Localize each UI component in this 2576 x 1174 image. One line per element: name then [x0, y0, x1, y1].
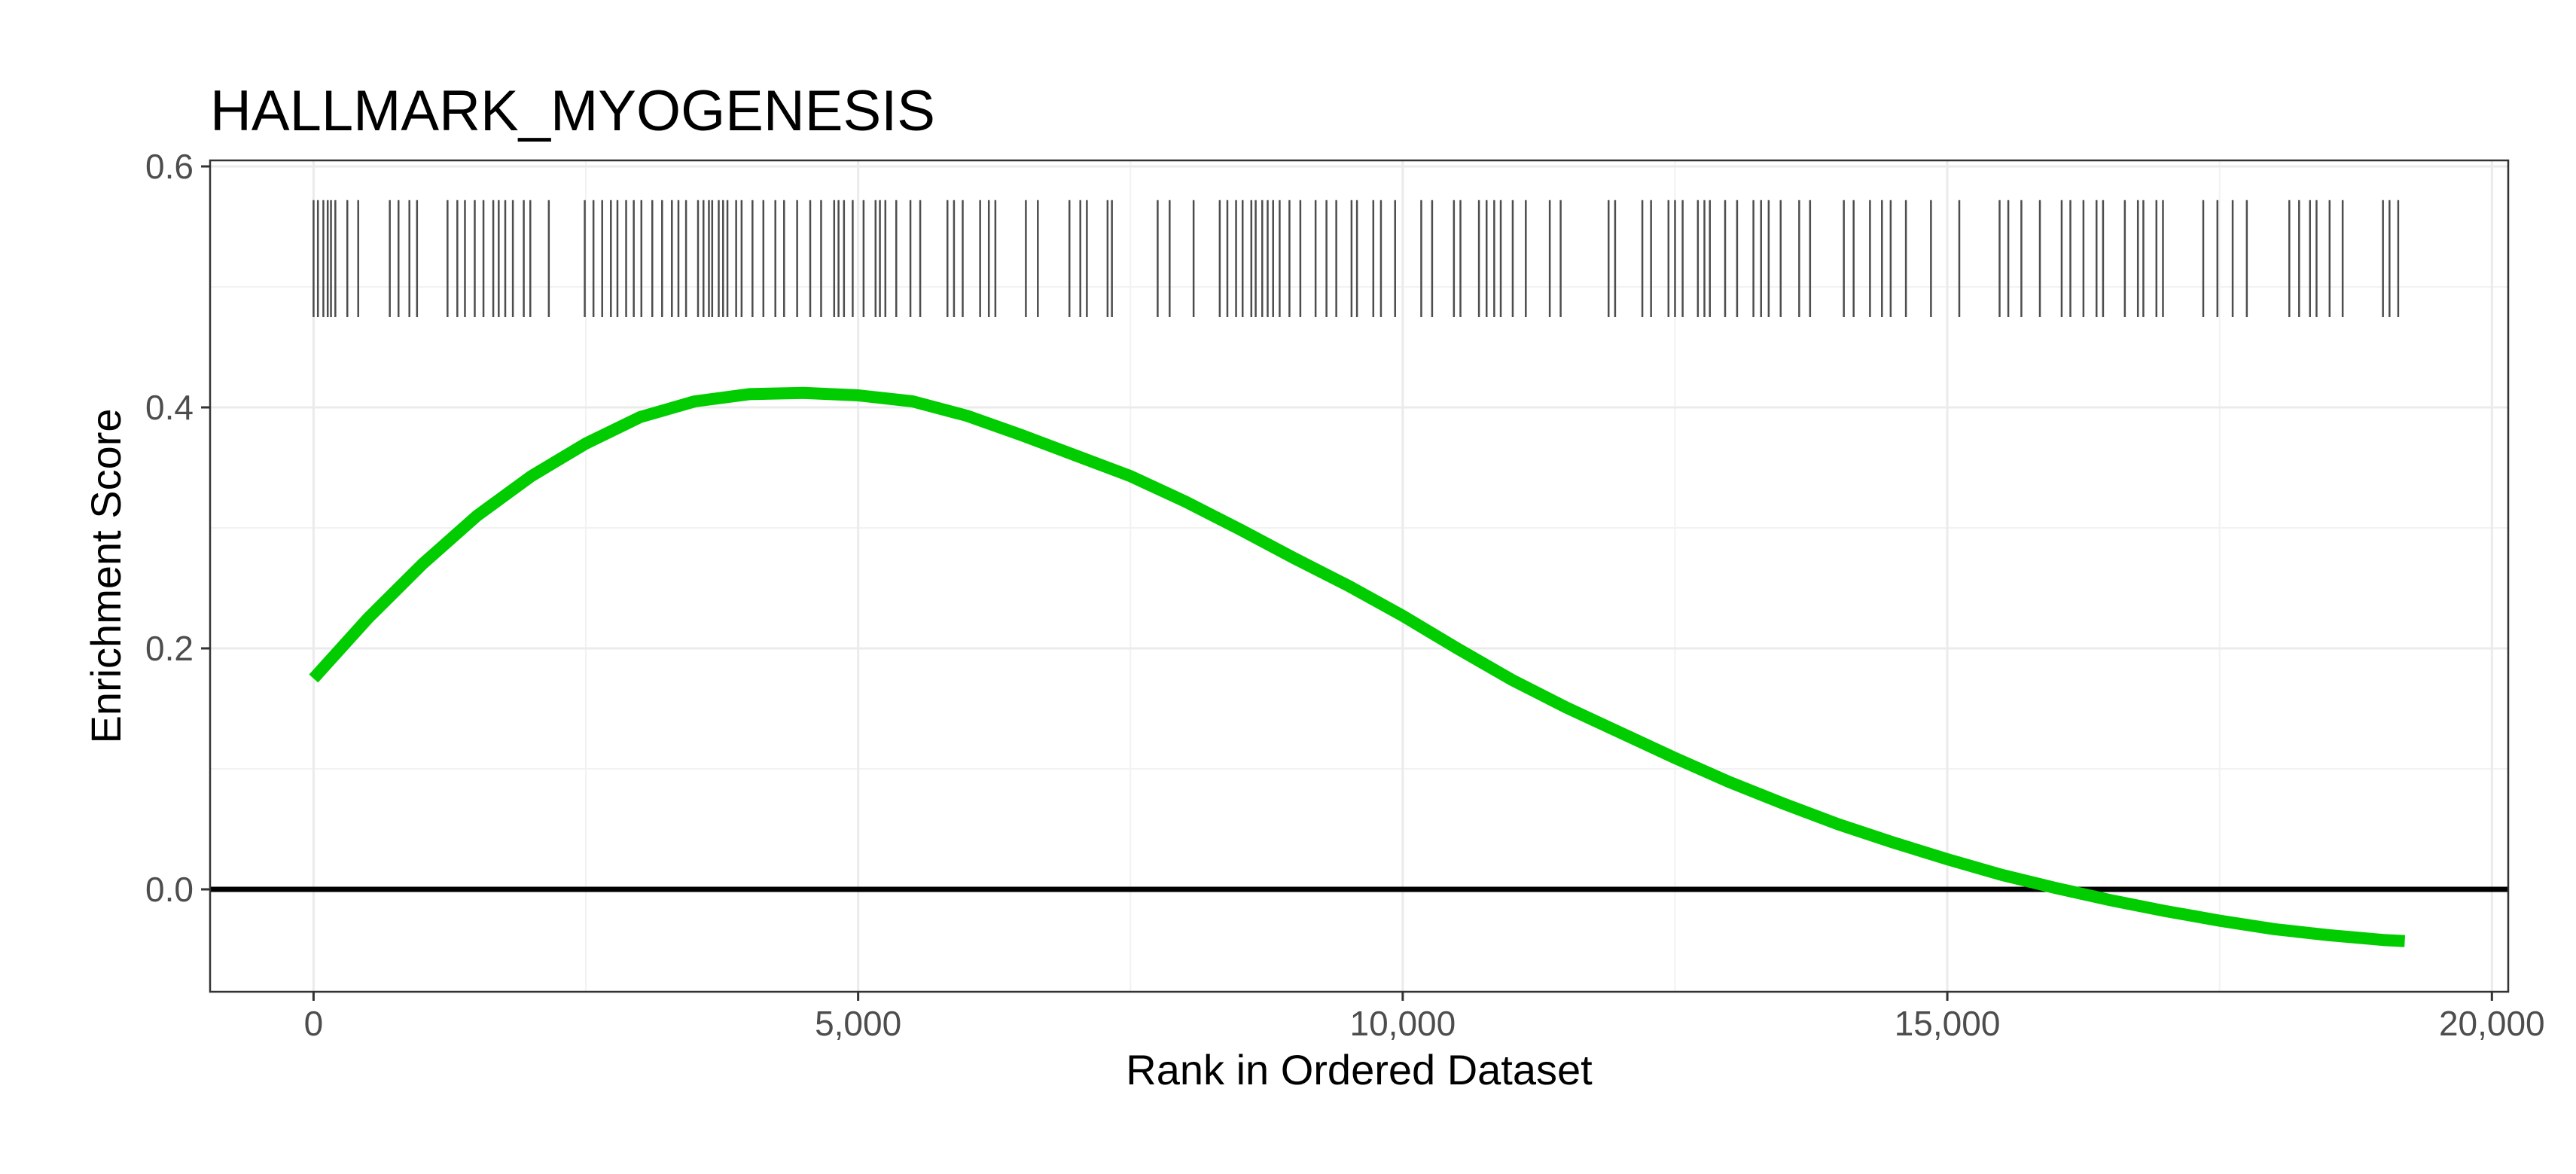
x-tick-label: 20,000 [2439, 1004, 2545, 1043]
y-tick-label: 0.2 [145, 629, 194, 668]
x-axis: 0 5,000 10,000 15,000 20,000 [304, 992, 2545, 1043]
chart-header: HALLMARK_MYOGENESIS [210, 79, 935, 143]
x-tick-label: 5,000 [815, 1004, 901, 1043]
panel-border [209, 159, 2510, 993]
chart-title: HALLMARK_MYOGENESIS [210, 79, 935, 143]
y-axis-title: Enrichment Score [82, 408, 130, 743]
x-tick-label: 15,000 [1895, 1004, 2001, 1043]
y-tick-label: 0.4 [145, 388, 194, 427]
y-tick-label: 0.6 [145, 147, 194, 186]
enrichment-score-curve-group [309, 386, 2406, 947]
x-tick-label: 0 [304, 1004, 324, 1043]
y-axis: 0.0 0.2 0.4 0.6 [145, 147, 210, 909]
x-tick-label: 10,000 [1350, 1004, 1456, 1043]
x-axis-title: Rank in Ordered Dataset [1126, 1046, 1593, 1093]
enrichment-score-curve [309, 386, 2406, 947]
gene-hit-ticks [312, 200, 2400, 317]
y-tick-label: 0.0 [145, 870, 194, 909]
